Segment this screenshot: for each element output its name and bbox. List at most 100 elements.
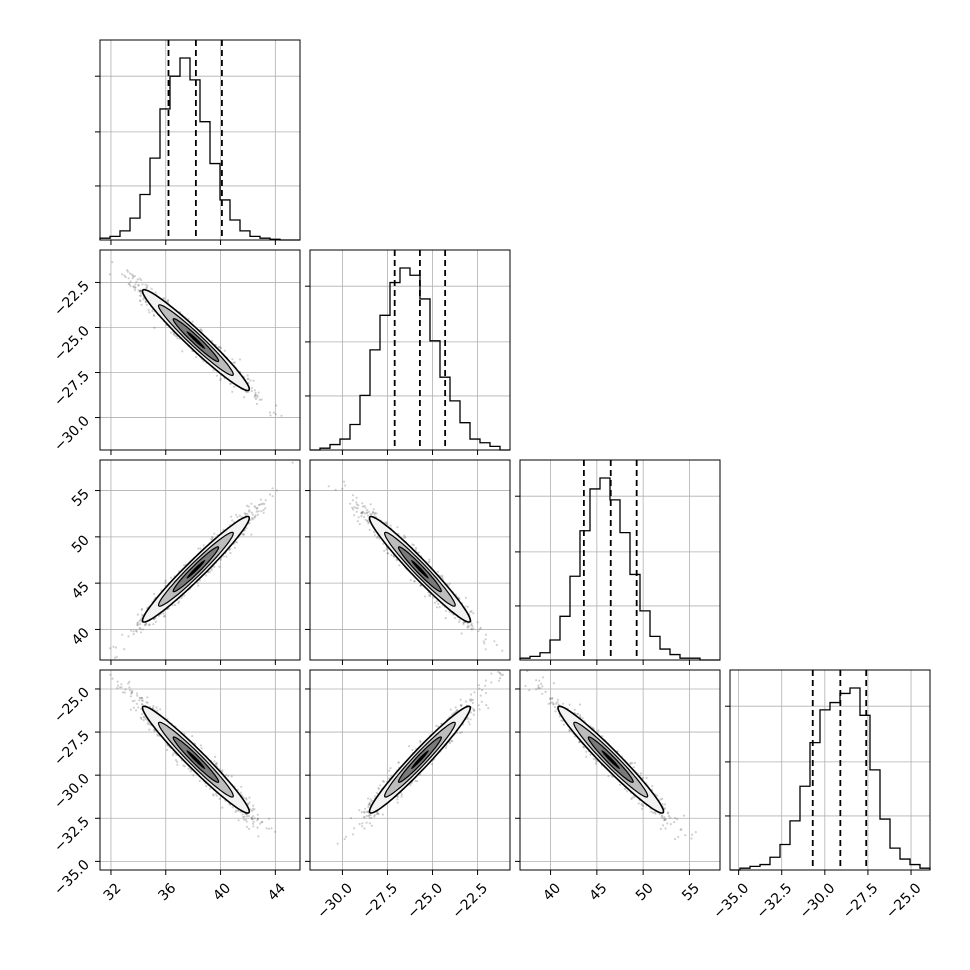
scatter-point [254,514,257,517]
hist-frame [99,39,301,241]
scatter-point [375,536,378,539]
scatter-point [138,619,141,623]
scatter-point [198,779,201,783]
scatter-point [202,544,205,547]
scatter-point [139,289,142,292]
scatter-point [164,581,167,584]
scatter-point [219,558,222,561]
scatter-point [242,533,245,536]
scatter-point [464,596,467,599]
scatter-point [139,289,142,292]
scatter-point [253,396,256,399]
scatter-point [174,334,177,337]
scatter-point [356,507,359,510]
scatter-point [219,346,222,350]
scatter-point [246,504,249,507]
scatter-point [251,518,254,521]
scatter-point [123,691,126,694]
scatter-point [357,504,360,507]
scatter-point [250,387,253,390]
scatter-point [132,285,135,288]
scatter-point [113,656,117,659]
scatter-point [247,505,250,508]
scatter-point [470,623,473,627]
scatter-point [136,623,139,627]
scatter-point [257,510,260,513]
scatter-point [360,512,363,515]
scatter-point [210,538,213,541]
scatter-point [200,329,204,332]
scatter-point [154,291,157,294]
scatter-point [152,623,155,626]
scatter-point [366,520,369,523]
scatter-point [144,300,147,304]
scatter-point [263,502,266,505]
scatter-point [135,280,138,283]
scatter-point [212,793,215,796]
scatter-point [260,398,263,401]
scatter-point [144,717,147,721]
scatter-point [275,404,278,407]
scatter-point [154,620,158,623]
scatter-point [152,704,155,708]
scatter-point [385,548,388,551]
scatter-point [229,551,232,555]
scatter-point [112,645,115,648]
scatter-point [131,277,134,280]
scatter-point [355,503,359,506]
scatter-point [219,377,222,380]
scatter-point [140,607,144,611]
scatter-point [138,626,141,630]
scatter-point [225,774,228,777]
scatter-point [269,414,272,417]
scatter-point [361,505,364,508]
scatter-point [291,461,294,464]
scatter-point [361,511,364,515]
scatter-panel-3-0 [95,669,301,875]
scatter-point [116,684,120,687]
hist-panel-3 [725,669,931,875]
scatter-point [250,511,253,514]
scatter-point [368,528,371,532]
scatter-point [126,269,129,272]
scatter-point [256,819,259,822]
scatter-point [162,612,165,615]
scatter-point [378,537,381,540]
scatter-point [215,762,218,765]
scatter-point [140,279,143,282]
scatter-point [250,816,253,819]
scatter-point [362,510,365,514]
hist-panel-1 [305,249,511,455]
scatter-point [135,630,138,633]
scatter-point [256,513,260,516]
scatter-point [254,398,257,401]
scatter-point [217,345,220,349]
scatter-point [140,617,143,620]
scatter-point [250,502,253,505]
scatter-point [366,512,369,515]
scatter-point [245,825,248,829]
scatter-point [257,504,260,507]
scatter-point [229,803,232,806]
scatter-point [157,614,161,617]
scatter-point [139,631,143,634]
scatter-point [417,551,420,554]
scatter-point [225,555,228,558]
scatter-point [260,820,263,824]
scatter-point [444,616,447,620]
scatter-point [139,299,142,302]
scatter-point [363,515,366,519]
scatter-point [466,625,469,628]
scatter-point [136,613,139,616]
scatter-point [364,506,367,509]
scatter-point [129,280,132,283]
scatter-point [130,629,133,632]
scatter-point [139,289,142,292]
scatter-point [139,299,142,302]
scatter-point [126,270,129,273]
scatter-point [140,707,143,711]
panel-frame [99,249,301,451]
scatter-point [144,283,147,286]
scatter-point [472,627,475,630]
scatter-point [144,622,147,625]
